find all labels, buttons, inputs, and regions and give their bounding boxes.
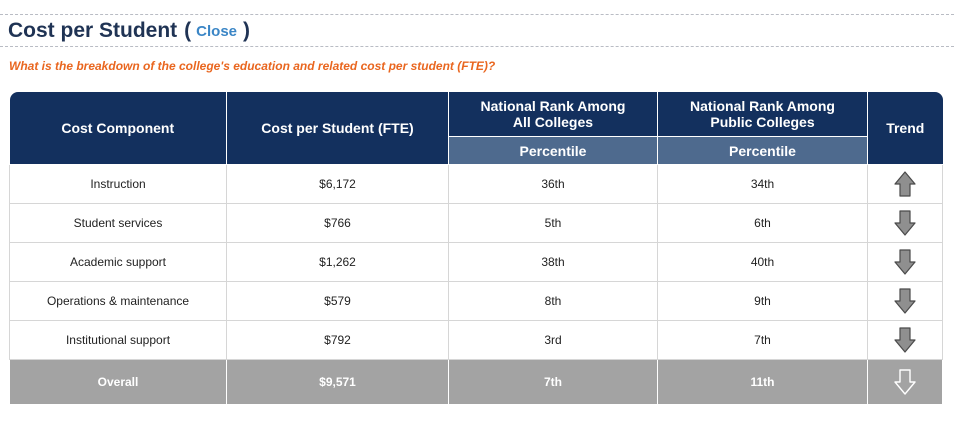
cell-rank-all: 38th	[448, 242, 658, 282]
cell-trend	[867, 320, 943, 360]
trend-down-arrow-icon[interactable]	[893, 287, 917, 315]
cell-component: Institutional support	[9, 320, 227, 360]
cell-component: Overall	[9, 359, 227, 405]
cell-rank-public: 34th	[657, 164, 868, 204]
close-link[interactable]: Close	[196, 22, 238, 40]
col-header-trend: Trend	[867, 92, 943, 165]
cell-component: Student services	[9, 203, 227, 243]
trend-up-arrow-icon[interactable]	[893, 170, 917, 198]
cell-trend	[867, 164, 943, 204]
col-header-rank-public: National Rank Among Public Colleges	[657, 92, 868, 137]
cell-rank-all: 5th	[448, 203, 658, 243]
table-row: Operations & maintenance $579 8th 9th	[9, 281, 943, 321]
cell-rank-public: 7th	[657, 320, 868, 360]
cell-rank-public: 11th	[657, 359, 868, 405]
page-title: Cost per Student	[8, 19, 178, 42]
title-paren-open: (	[184, 19, 192, 42]
section-header: Cost per Student ( Close )	[8, 18, 250, 44]
col-header-rank-all: National Rank Among All Colleges	[448, 92, 658, 137]
col-header-rank-all-line1: National Rank Among	[480, 98, 626, 114]
trend-down-arrow-icon[interactable]	[893, 368, 917, 396]
col-header-rank-all-line2: All Colleges	[512, 114, 594, 130]
top-divider	[0, 14, 954, 15]
subheader-percentile-public: Percentile	[657, 136, 868, 165]
question-text: What is the breakdown of the college's e…	[9, 59, 496, 73]
table-row: Student services $766 5th 6th	[9, 203, 943, 243]
cell-cost: $766	[226, 203, 449, 243]
cell-rank-public: 6th	[657, 203, 868, 243]
col-header-rank-public-line2: Public Colleges	[710, 114, 815, 130]
table-row: Instruction $6,172 36th 34th	[9, 164, 943, 204]
cell-cost: $1,262	[226, 242, 449, 282]
cell-trend	[867, 242, 943, 282]
cell-trend	[867, 203, 943, 243]
cell-rank-public: 40th	[657, 242, 868, 282]
cell-component: Instruction	[9, 164, 227, 204]
cell-cost: $579	[226, 281, 449, 321]
overall-row: Overall $9,571 7th 11th	[9, 359, 943, 405]
table-row: Institutional support $792 3rd 7th	[9, 320, 943, 360]
cell-rank-all: 7th	[448, 359, 658, 405]
cell-cost: $792	[226, 320, 449, 360]
trend-down-arrow-icon[interactable]	[893, 326, 917, 354]
cell-cost: $6,172	[226, 164, 449, 204]
col-header-cost: Cost per Student (FTE)	[226, 92, 449, 165]
cost-table: Cost Component Cost per Student (FTE) Na…	[9, 92, 943, 405]
col-header-rank-public-line1: National Rank Among	[690, 98, 835, 114]
title-divider	[0, 46, 954, 47]
cell-rank-all: 8th	[448, 281, 658, 321]
trend-down-arrow-icon[interactable]	[893, 209, 917, 237]
trend-down-arrow-icon[interactable]	[893, 248, 917, 276]
cell-component: Academic support	[9, 242, 227, 282]
cell-cost: $9,571	[226, 359, 449, 405]
subheader-percentile-all: Percentile	[448, 136, 658, 165]
cell-rank-all: 3rd	[448, 320, 658, 360]
table-body: Instruction $6,172 36th 34th Student ser…	[9, 164, 943, 405]
cell-component: Operations & maintenance	[9, 281, 227, 321]
cell-trend	[867, 359, 943, 405]
table-row: Academic support $1,262 38th 40th	[9, 242, 943, 282]
cell-rank-all: 36th	[448, 164, 658, 204]
title-paren-close: )	[243, 19, 251, 42]
col-header-component: Cost Component	[9, 92, 227, 165]
cell-trend	[867, 281, 943, 321]
cell-rank-public: 9th	[657, 281, 868, 321]
